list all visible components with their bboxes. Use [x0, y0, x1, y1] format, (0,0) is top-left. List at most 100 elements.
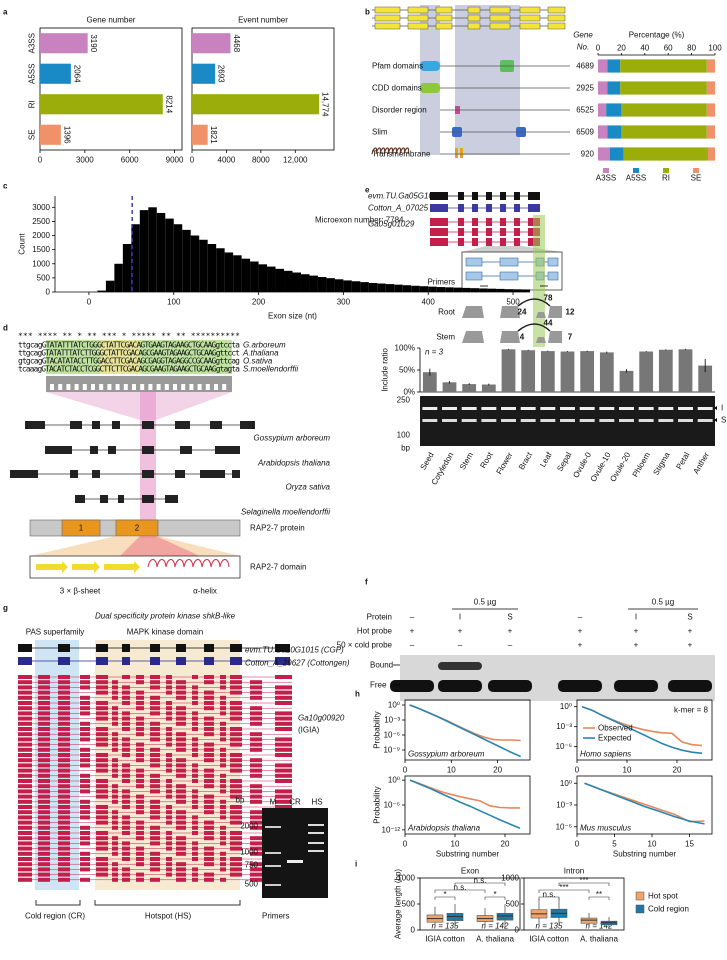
isoform-exon — [38, 841, 50, 846]
isoform-exon — [38, 805, 50, 809]
isoform-exon — [58, 768, 70, 773]
gene-exon — [150, 644, 160, 652]
isoform-exon — [136, 851, 144, 856]
isoform-exon — [112, 784, 118, 789]
annotation: Microexon number: 7784 — [315, 216, 404, 225]
legend-label: Cold region — [648, 905, 689, 914]
legend-swatch — [635, 891, 645, 901]
isoform-exon — [250, 685, 262, 690]
panel-label: b — [365, 8, 370, 17]
isoform-exon — [96, 820, 108, 825]
logo-gap — [58, 384, 63, 390]
legend-label: SE — [691, 174, 702, 183]
x-tick-label: 0 — [403, 840, 408, 849]
panel-species: Mus musculus — [580, 824, 631, 833]
isoform-exon — [150, 685, 160, 690]
bar — [156, 212, 166, 292]
gel-band — [442, 419, 457, 422]
x-tick-label: 0 — [87, 298, 92, 307]
domain-number: 1 — [79, 524, 84, 533]
gene-exon — [18, 644, 32, 652]
logo-gap — [107, 384, 112, 390]
isoform-exon — [192, 794, 198, 799]
isoform-exon — [150, 799, 160, 804]
isoform-exon — [112, 867, 118, 872]
zoom-trapezoid — [462, 246, 562, 252]
isoform-exon — [80, 680, 90, 685]
lane-symbol: + — [578, 627, 583, 636]
isoform-exon — [122, 685, 130, 690]
isoform-exon — [112, 747, 118, 752]
isoform-exon — [112, 763, 118, 768]
isoform-exon — [192, 685, 198, 690]
x-tick-label: 4000 — [218, 156, 236, 165]
isoform-exon — [204, 716, 214, 721]
bar — [377, 283, 386, 292]
isoform-exon — [220, 815, 226, 820]
isoform-exon — [150, 680, 160, 685]
isoform-exon — [122, 820, 130, 825]
domain-label: PAS superfamily — [26, 628, 85, 637]
isoform-exon — [38, 810, 50, 815]
isoform-exon — [250, 825, 262, 830]
category-label: Bract — [517, 450, 535, 471]
isoform-exon — [220, 799, 226, 804]
isoform-exon — [80, 805, 90, 809]
isoform-exon — [250, 836, 262, 841]
bar-segment — [620, 59, 707, 73]
isoform-exon — [275, 779, 292, 783]
isoform-exon — [96, 794, 108, 799]
isoform-exon — [166, 716, 172, 721]
isoform-exon — [220, 836, 226, 841]
logo-gap — [91, 384, 95, 390]
isoform-exon — [58, 825, 70, 830]
logo-gap — [115, 384, 120, 390]
value-label: 2693 — [217, 65, 226, 83]
gene-exon — [118, 495, 124, 503]
isoform-exon — [122, 747, 130, 752]
isoform-exon — [176, 732, 186, 737]
gene-exon — [430, 204, 448, 212]
isoform-exon — [275, 721, 292, 726]
gene-exon — [467, 6, 481, 14]
gel-band — [308, 832, 324, 834]
isoform-exon — [220, 825, 226, 830]
gel-band — [678, 419, 693, 422]
isoform-exon — [58, 779, 70, 783]
isoform-exon — [18, 799, 32, 804]
isoform-exon — [192, 799, 198, 804]
bar — [40, 94, 163, 115]
isoform-exon — [204, 794, 214, 799]
isoform-exon — [275, 799, 292, 804]
ladder-band — [265, 884, 281, 886]
isoform-exon — [38, 763, 50, 768]
species-label: Gossypium arboreum — [254, 434, 331, 443]
gene-exon — [467, 14, 481, 22]
gene-label: Ga10g00920 — [298, 714, 345, 723]
gene-label: Ga05g01029 — [368, 220, 415, 229]
gel-band — [579, 419, 595, 422]
panel-title: Exon — [461, 867, 479, 876]
x-tick-label: 0 — [190, 156, 195, 165]
gene-exon — [519, 14, 541, 22]
isoform-exon — [275, 737, 292, 742]
isoform-exon — [204, 872, 214, 877]
isoform-exon — [204, 742, 214, 747]
ladder-label: 1000 — [240, 848, 258, 857]
gene-exon — [275, 644, 290, 652]
panel-label: d — [3, 324, 8, 333]
gene-number: 2925 — [576, 84, 594, 93]
gene-exon — [458, 218, 464, 226]
domain-label: RAP2-7 domain — [250, 563, 306, 572]
isoform-exon — [230, 810, 242, 815]
gene-title: Dual specificity protein kinase shkB-lik… — [95, 612, 236, 621]
isoform-exon — [250, 732, 262, 737]
gene-exon — [240, 421, 255, 429]
isoform-exon — [58, 784, 70, 789]
gene-exon — [215, 446, 240, 454]
logo-gap — [148, 384, 153, 390]
isoform-exon — [204, 831, 214, 835]
isoform-exon — [80, 753, 90, 757]
bar — [165, 218, 174, 292]
bar — [114, 263, 123, 292]
